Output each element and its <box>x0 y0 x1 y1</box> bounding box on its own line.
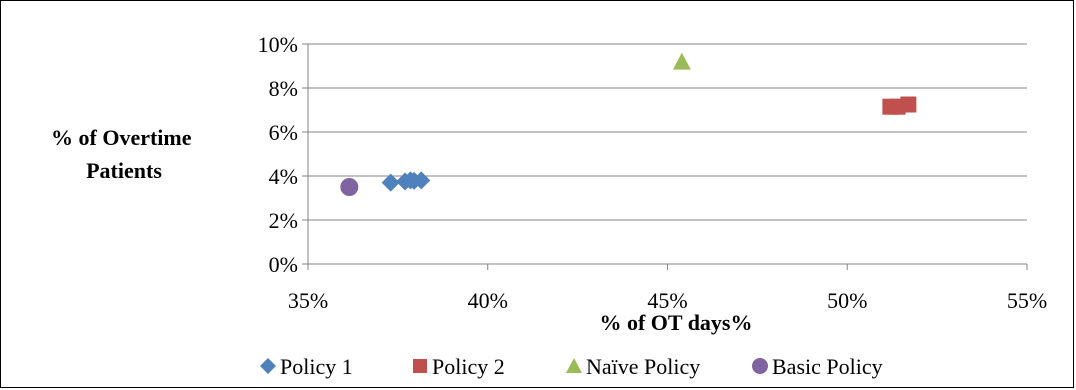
x-axis-title: % of OT days% <box>599 310 752 335</box>
tick-labels: 0% 2% 4% 6% 8% 10% 35% 40% 45% 50% 55% <box>258 32 1047 313</box>
data-points <box>340 52 917 196</box>
x-tick-label: 55% <box>1007 288 1047 313</box>
legend-label-policy-1: Policy 1 <box>280 354 353 379</box>
gridlines <box>308 43 1027 221</box>
basic-policy-point <box>340 178 359 196</box>
policy-1-point <box>412 171 431 190</box>
y-tick-label: 6% <box>269 120 298 145</box>
na-ve-policy-point <box>672 52 691 70</box>
y-tick-label: 10% <box>258 32 298 57</box>
x-tick-label: 40% <box>468 288 508 313</box>
legend-label-policy-2: Policy 2 <box>432 354 505 379</box>
y-axis-title-line-2: Patients <box>86 158 162 183</box>
y-tick-label: 0% <box>269 252 298 277</box>
legend: Policy 1 Policy 2 Naïve Policy Basic Policy <box>260 354 883 379</box>
axes <box>302 43 1028 270</box>
policy-1-point <box>381 173 400 192</box>
y-axis-title-line-1: % of Overtime <box>51 125 192 150</box>
y-axis-title: % of Overtime Patients <box>51 125 197 183</box>
x-tick-label: 45% <box>647 288 687 313</box>
legend-marker-basic-policy <box>752 358 768 374</box>
y-tick-label: 8% <box>269 76 298 101</box>
legend-marker-policy-1 <box>260 358 276 374</box>
x-tick-label: 35% <box>288 288 328 313</box>
y-tick-label: 4% <box>269 164 298 189</box>
legend-marker-policy-2 <box>413 359 427 373</box>
x-tick-label: 50% <box>827 288 867 313</box>
legend-marker-na-ve-policy <box>566 358 582 373</box>
legend-label-basic-policy: Basic Policy <box>772 354 883 379</box>
legend-label-na-ve-policy: Naïve Policy <box>586 354 700 379</box>
y-tick-label: 2% <box>269 208 298 233</box>
policy-2-point <box>900 96 917 113</box>
